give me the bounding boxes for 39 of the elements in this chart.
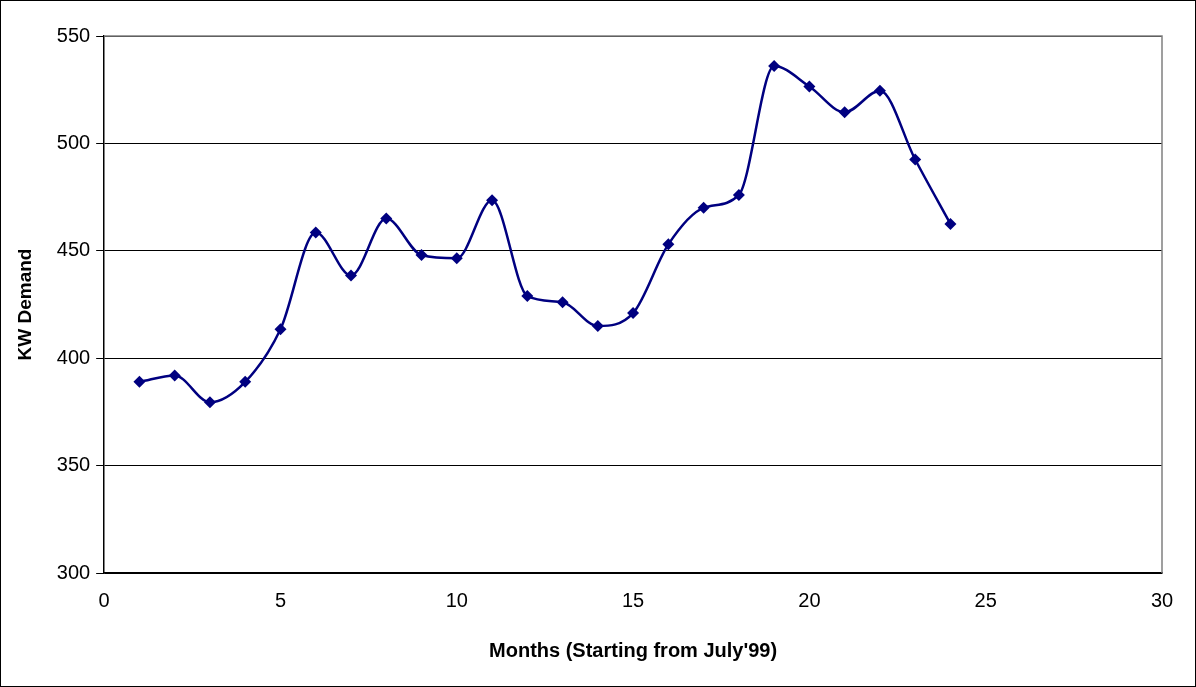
x-tick-label: 5 (274, 588, 287, 611)
point (415, 249, 428, 262)
point (556, 296, 569, 309)
x-axis-title: Months (Starting from July'99) (489, 638, 778, 661)
y-tick-label: 350 (56, 453, 91, 476)
point (486, 194, 499, 207)
point (909, 153, 922, 166)
x-tick-label: 30 (1150, 588, 1174, 611)
x-tick-label: 25 (974, 588, 997, 611)
point (239, 375, 252, 388)
point (133, 375, 146, 388)
point (309, 226, 322, 239)
y-tick-label: 400 (56, 345, 91, 368)
x-tick-label: 0 (98, 588, 110, 611)
point (450, 252, 463, 265)
y-axis-title: KW Demand (13, 248, 35, 361)
y-tick-label: 300 (56, 560, 91, 583)
point (768, 60, 781, 73)
point (697, 201, 710, 214)
point (203, 396, 216, 409)
point (803, 80, 816, 93)
point (168, 369, 181, 382)
point (873, 84, 886, 97)
point (591, 319, 604, 332)
point (627, 307, 640, 320)
y-tick-label: 500 (56, 130, 91, 153)
point (944, 217, 957, 230)
point (838, 106, 851, 119)
point (380, 212, 393, 225)
point (732, 188, 745, 201)
x-tick-label: 10 (445, 588, 468, 611)
y-tick-label: 550 (56, 23, 91, 46)
x-tick-label: 15 (621, 588, 645, 611)
x-tick-label: 20 (798, 588, 821, 611)
point (274, 323, 287, 336)
point (662, 238, 675, 251)
point (521, 289, 534, 302)
point (345, 269, 357, 282)
y-tick-label: 450 (56, 238, 91, 261)
